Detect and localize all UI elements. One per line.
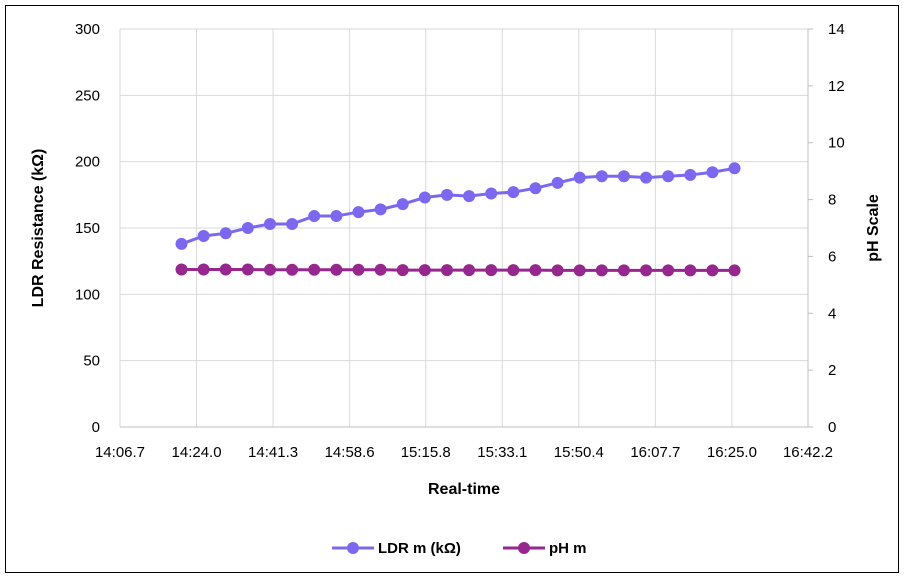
data-point	[263, 263, 276, 276]
data-point	[197, 229, 210, 242]
data-point	[728, 264, 741, 277]
legend-label: LDR m (kΩ)	[378, 540, 461, 557]
x-tick-label: 15:50.4	[554, 444, 604, 461]
data-point	[684, 264, 697, 277]
x-tick-label: 14:06.7	[95, 444, 145, 461]
data-point	[507, 186, 520, 199]
data-point	[706, 264, 719, 277]
data-point	[529, 264, 542, 277]
y-right-tick-label: 10	[828, 135, 845, 152]
y-left-tick-label: 200	[75, 154, 100, 171]
data-point	[595, 170, 608, 183]
data-point	[286, 263, 299, 276]
x-tick-label: 16:42.2	[783, 444, 833, 461]
data-point	[573, 171, 586, 184]
legend: LDR m (kΩ) pH m	[332, 540, 587, 557]
data-point	[662, 264, 675, 277]
legend-marker	[518, 542, 530, 554]
data-point	[485, 187, 498, 200]
y-left-tick-label: 300	[75, 21, 100, 38]
y-right-tick-label: 8	[828, 192, 836, 209]
data-point	[418, 191, 431, 204]
y-right-tick-label: 4	[828, 305, 836, 322]
x-tick-label: 15:15.8	[401, 444, 451, 461]
x-tick-label: 14:24.0	[172, 444, 222, 461]
data-point	[640, 264, 653, 277]
data-point	[595, 264, 608, 277]
data-point	[352, 263, 365, 276]
x-tick-label: 14:58.6	[325, 444, 375, 461]
data-point	[241, 263, 254, 276]
data-point	[706, 166, 719, 179]
chart-frame	[5, 5, 899, 573]
data-point	[263, 218, 276, 231]
data-point	[308, 210, 321, 223]
data-point	[352, 206, 365, 219]
data-point	[308, 263, 321, 276]
data-point	[219, 227, 232, 240]
data-point	[440, 264, 453, 277]
data-point	[440, 188, 453, 201]
data-point	[330, 263, 343, 276]
y-left-tick-label: 150	[75, 220, 100, 237]
y-left-tick-label: 100	[75, 286, 100, 303]
data-point	[396, 264, 409, 277]
x-tick-label: 16:25.0	[707, 444, 757, 461]
data-point	[662, 170, 675, 183]
data-point	[728, 162, 741, 175]
data-point	[617, 264, 630, 277]
legend-label: pH m	[549, 540, 587, 557]
y-right-tick-label: 2	[828, 362, 836, 379]
x-tick-label: 15:33.1	[477, 444, 527, 461]
legend-marker	[347, 542, 359, 554]
data-point	[551, 264, 564, 277]
data-point	[418, 264, 431, 277]
y-left-tick-label: 50	[83, 353, 100, 370]
y-axis-right-title: pH Scale	[865, 194, 882, 262]
x-axis-title: Real-time	[428, 481, 500, 498]
y-right-tick-label: 6	[828, 248, 836, 265]
y-right-tick-label: 0	[828, 419, 836, 436]
data-point	[463, 190, 476, 203]
y-left-tick-label: 0	[92, 419, 100, 436]
data-point	[485, 264, 498, 277]
y-left-tick-label: 250	[75, 87, 100, 104]
data-point	[241, 222, 254, 234]
y-right-tick-label: 14	[828, 21, 845, 38]
data-point	[374, 203, 387, 216]
data-point	[507, 264, 520, 277]
data-point	[463, 264, 476, 277]
data-point	[529, 182, 542, 195]
x-tick-label: 16:07.7	[630, 444, 680, 461]
data-point	[551, 176, 564, 189]
y-right-tick-label: 12	[828, 78, 845, 95]
data-point	[396, 198, 409, 211]
data-point	[684, 168, 697, 181]
data-point	[330, 210, 343, 223]
series-layer	[175, 162, 741, 277]
axes: 14:06.7 14:24.0 14:41.3 14:58.6 15:15.8 15:33…	[75, 21, 845, 461]
data-point	[286, 218, 299, 231]
data-point	[573, 264, 586, 277]
data-point	[175, 237, 188, 250]
data-point	[374, 263, 387, 276]
data-point	[617, 170, 630, 183]
data-point	[197, 263, 210, 276]
x-tick-label: 14:41.3	[248, 444, 298, 461]
y-axis-left-title: LDR Resistance (kΩ)	[30, 149, 47, 308]
data-point	[175, 263, 188, 276]
data-point	[640, 171, 653, 184]
data-point	[219, 263, 232, 276]
